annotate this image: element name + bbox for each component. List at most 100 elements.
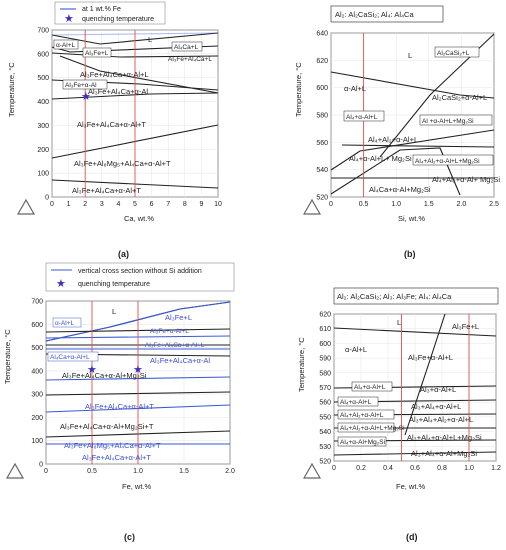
svg-text:Al₄+α-Al+L+ Mg₂Si: Al₄+α-Al+L+ Mg₂Si <box>349 154 412 163</box>
x-tick-label: 0.2 <box>356 465 366 472</box>
y-tick-label: 600 <box>31 322 43 329</box>
a-r-Mg: Al₃Fe+Al₈Mg₅+Al₄Ca+α-Al+T <box>74 159 171 168</box>
a-r-Al3FeL: Al₃Fe+L <box>85 50 109 57</box>
svg-text:Al₃Fe+α-Al+L: Al₃Fe+α-Al+L <box>150 328 189 335</box>
caption-b: (b) <box>404 249 416 259</box>
x-tick-label: 1.5 <box>424 201 434 208</box>
x-tick-label: 6 <box>150 201 154 208</box>
x-tick-label: 9 <box>199 201 203 208</box>
svg-text:Al₃Fe+Al₄Ca+α-Al+Mg₂Si+T: Al₃Fe+Al₄Ca+α-Al+Mg₂Si+T <box>60 422 154 431</box>
x-tick-label: 0.4 <box>383 465 393 472</box>
a-line-6 <box>51 92 219 100</box>
svg-text:Fe, wt.%: Fe, wt.% <box>396 482 426 491</box>
svg-text:Al₃Fe+L: Al₃Fe+L <box>452 322 479 331</box>
c-legend-star: ★ <box>56 278 66 290</box>
y-tick-label: 620 <box>316 58 328 65</box>
a-r-5ph: Al₃Fe+Al₄Ca+α-Al+L <box>80 70 149 79</box>
y-tick-label: 100 <box>31 438 43 445</box>
svg-text:Al₃Fe+Al₄Ca+α-Al: Al₃Fe+Al₄Ca+α-Al <box>150 356 210 365</box>
y-tick-label: 560 <box>319 400 331 407</box>
y-tick-label: 300 <box>31 392 43 399</box>
a-xlabel: Ca, wt.% <box>124 214 154 223</box>
svg-text:Al₃Fe+Al₄Ca+α-Al+T: Al₃Fe+Al₄Ca+α-Al+T <box>85 402 154 411</box>
panel-d: 0 0.2 0.4 0.6 0.8 1.0 1.2 520 530 540 550 560 570 580… <box>297 287 501 491</box>
svg-text:Al₄+Al₂+α-Al+L+Mg₂Si: Al₄+Al₂+α-Al+L+Mg₂Si <box>340 425 405 432</box>
a-r-T2: Al₃Fe+Al₄Ca+α-Al+T <box>72 186 141 195</box>
svg-text:L: L <box>112 307 116 316</box>
a-ylabel: Temperature, °C <box>7 62 16 117</box>
a-r-4ph: Al₃Fe+Al₄Ca+α-Al <box>88 87 148 96</box>
svg-text:Al₄+Al₂+α-Al+ Mg₂Si: Al₄+Al₂+α-Al+ Mg₂Si <box>432 175 500 184</box>
svg-text:Temperature, °C: Temperature, °C <box>3 329 12 384</box>
y-tick-label: 520 <box>316 195 328 202</box>
x-tick-label: 7 <box>166 201 170 208</box>
x-tick-label: 1 <box>67 201 71 208</box>
svg-text:Al₃+Al₄+α-Al+Mg₂Si: Al₃+Al₄+α-Al+Mg₂Si <box>411 449 477 458</box>
svg-text:Al₃+Al₄+α-Al+L: Al₃+Al₄+α-Al+L <box>411 402 461 411</box>
y-tick-label: 200 <box>37 147 49 154</box>
svg-text:Al₃Fe+α-Al+L: Al₃Fe+α-Al+L <box>408 353 453 362</box>
y-tick-label: 640 <box>316 31 328 38</box>
y-tick-label: 0 <box>39 462 43 469</box>
y-tick-label: 540 <box>316 167 328 174</box>
svg-text:Al₃Fe+Al₄Ca+α-Al+L: Al₃Fe+Al₄Ca+α-Al+L <box>145 342 205 349</box>
svg-text:Al₃Fe+Al₄Ca+α-Al+Mg₂Si: Al₃Fe+Al₄Ca+α-Al+Mg₂Si <box>62 371 147 380</box>
y-tick-label: 590 <box>319 356 331 363</box>
caption-d: (d) <box>406 532 418 542</box>
a-legend <box>54 1 166 25</box>
y-tick-label: 700 <box>37 28 49 35</box>
a-line-3 <box>51 52 219 58</box>
x-tick-label: 2.5 <box>489 201 499 208</box>
c-quench-1: ★ <box>87 364 97 376</box>
svg-text:Temperature, °C: Temperature, °C <box>294 62 303 117</box>
y-tick-label: 620 <box>319 312 331 319</box>
y-tick-label: 530 <box>319 444 331 451</box>
y-tick-label: 700 <box>31 299 43 306</box>
svg-text:Al₄+α-Al+L: Al₄+α-Al+L <box>340 399 372 406</box>
x-tick-label: 4 <box>116 201 120 208</box>
svg-text:Si, wt.%: Si, wt.% <box>398 214 425 223</box>
x-tick-label: 0 <box>44 468 48 475</box>
svg-text:Al₂: Al₂CaSi₂; Al₃: Al₃Fe; Al₄: Al₂: Al₂CaSi₂; Al₃: Al₃Fe; Al₄: Al₄Ca <box>337 292 452 301</box>
x-tick-label: 0 <box>332 465 336 472</box>
x-tick-label: 2 <box>83 201 87 208</box>
svg-text:Al₃Fe+Al₈Mg₅+Al₄Ca+α-Al+T: Al₃Fe+Al₈Mg₅+Al₄Ca+α-Al+T <box>64 441 161 450</box>
a-r-Al4CaL: Al₄Ca+L <box>174 44 199 51</box>
svg-text:Temperature, °C: Temperature, °C <box>297 337 306 392</box>
svg-text:Al +α-Al+L+Mg₂Si: Al +α-Al+L+Mg₂Si <box>422 118 474 125</box>
svg-text:Al₄+α-Al+L: Al₄+α-Al+L <box>346 114 378 121</box>
c-legend <box>45 262 235 292</box>
d-liquidus <box>404 313 446 436</box>
logo-a <box>16 198 36 215</box>
x-tick-label: 1.2 <box>491 465 501 472</box>
svg-text:α-Al+L: α-Al+L <box>345 345 367 354</box>
x-tick-label: 0.6 <box>410 465 420 472</box>
svg-text:Al₄+Al₂+α-Al+L: Al₄+Al₂+α-Al+L <box>340 412 384 419</box>
y-tick-label: 600 <box>316 85 328 92</box>
x-tick-label: 0.8 <box>437 465 447 472</box>
c-quench-2: ★ <box>133 364 143 376</box>
svg-text:Al₃+α-Al+L: Al₃+α-Al+L <box>420 385 456 394</box>
caption-a: (a) <box>118 249 129 259</box>
caption-c: (c) <box>124 532 135 542</box>
svg-text:Al₃+Al₄+α-Al+L+Mg₂Si: Al₃+Al₄+α-Al+L+Mg₂Si <box>407 433 482 442</box>
y-tick-label: 570 <box>319 385 331 392</box>
a-legend-star: ★ <box>64 13 74 25</box>
x-tick-label: 5 <box>133 201 137 208</box>
y-tick-label: 610 <box>319 326 331 333</box>
svg-text:vertical cross section without: vertical cross section without Si additi… <box>78 268 202 275</box>
svg-text:Al₃+Al₄+Al₂+α-Al+L: Al₃+Al₄+Al₂+α-Al+L <box>409 415 473 424</box>
svg-text:L: L <box>397 318 401 327</box>
svg-text:Al₄+α-Al+Mg₂Si: Al₄+α-Al+Mg₂Si <box>340 439 385 446</box>
y-tick-label: 400 <box>37 99 49 106</box>
y-tick-label: 300 <box>37 123 49 130</box>
svg-text:Al₄+α-Al+L: Al₄+α-Al+L <box>354 384 386 391</box>
x-tick-label: 0 <box>329 201 333 208</box>
y-tick-label: 550 <box>319 414 331 421</box>
y-tick-label: 560 <box>316 140 328 147</box>
x-tick-label: 1.5 <box>179 468 189 475</box>
x-tick-label: 3 <box>100 201 104 208</box>
y-tick-label: 200 <box>31 415 43 422</box>
